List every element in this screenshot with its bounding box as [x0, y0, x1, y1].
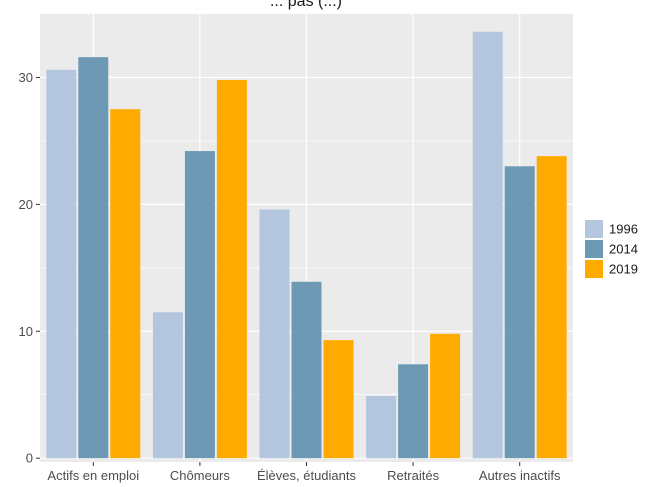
- bar-1996-2: [152, 312, 183, 459]
- y-tick-label: 0: [26, 451, 33, 466]
- legend-swatch-1996: [585, 220, 603, 238]
- bar-2019-3: [323, 340, 354, 459]
- bar-2019-1: [110, 109, 141, 459]
- x-tick-label: Autres inactifs: [479, 468, 561, 483]
- legend-swatch-2019: [585, 260, 603, 278]
- y-tick-label: 30: [19, 70, 33, 85]
- legend-label-2014: 2014: [609, 242, 638, 257]
- x-axis: Actifs en emploi Chômeurs Élèves, étudiant…: [47, 462, 561, 483]
- legend-label-1996: 1996: [609, 222, 638, 237]
- y-axis: 0 10 20 30: [19, 70, 40, 466]
- bar-2014-2: [184, 151, 215, 459]
- x-tick-label: Retraités: [387, 468, 440, 483]
- legend: 1996 2014 2019: [585, 220, 638, 278]
- bar-2019-4: [430, 333, 461, 459]
- bar-1996-5: [472, 31, 503, 459]
- y-tick-label: 20: [19, 197, 33, 212]
- bar-1996-4: [366, 396, 397, 459]
- x-tick-label: Élèves, étudiants: [257, 468, 357, 483]
- x-tick-label: Chômeurs: [170, 468, 230, 483]
- bars: [46, 31, 567, 459]
- legend-swatch-2014: [585, 240, 603, 258]
- y-tick-label: 10: [19, 324, 33, 339]
- legend-label-2019: 2019: [609, 262, 638, 277]
- x-tick-label: Actifs en emploi: [47, 468, 139, 483]
- chart-title: ... pas (...): [270, 0, 342, 10]
- bar-2014-5: [504, 166, 535, 459]
- bar-2019-5: [536, 156, 567, 459]
- bar-2014-3: [291, 281, 322, 459]
- bar-2014-4: [398, 364, 429, 459]
- bar-1996-1: [46, 69, 77, 459]
- bar-2019-2: [216, 79, 247, 459]
- bar-2014-1: [78, 57, 109, 459]
- bar-1996-3: [259, 209, 290, 459]
